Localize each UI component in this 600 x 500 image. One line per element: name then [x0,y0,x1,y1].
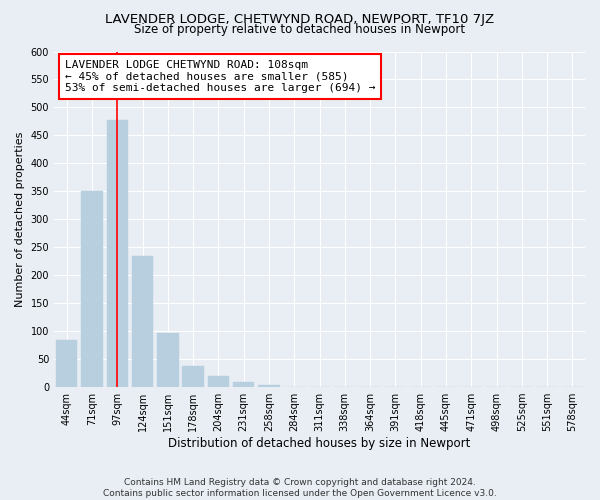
Bar [182,366,204,387]
Bar [258,386,280,387]
Bar [132,256,153,387]
Bar [283,386,305,387]
Bar [208,376,229,387]
Bar [107,120,128,387]
X-axis label: Distribution of detached houses by size in Newport: Distribution of detached houses by size … [169,437,471,450]
Bar [157,333,179,387]
Text: Size of property relative to detached houses in Newport: Size of property relative to detached ho… [134,22,466,36]
Text: LAVENDER LODGE CHETWYND ROAD: 108sqm
← 45% of detached houses are smaller (585)
: LAVENDER LODGE CHETWYND ROAD: 108sqm ← 4… [65,60,375,93]
Y-axis label: Number of detached properties: Number of detached properties [15,132,25,307]
Text: Contains HM Land Registry data © Crown copyright and database right 2024.
Contai: Contains HM Land Registry data © Crown c… [103,478,497,498]
Bar [536,386,558,387]
Text: LAVENDER LODGE, CHETWYND ROAD, NEWPORT, TF10 7JZ: LAVENDER LODGE, CHETWYND ROAD, NEWPORT, … [106,12,494,26]
Bar [562,386,583,387]
Bar [81,192,103,387]
Bar [410,386,431,387]
Bar [233,382,254,387]
Bar [56,340,77,387]
